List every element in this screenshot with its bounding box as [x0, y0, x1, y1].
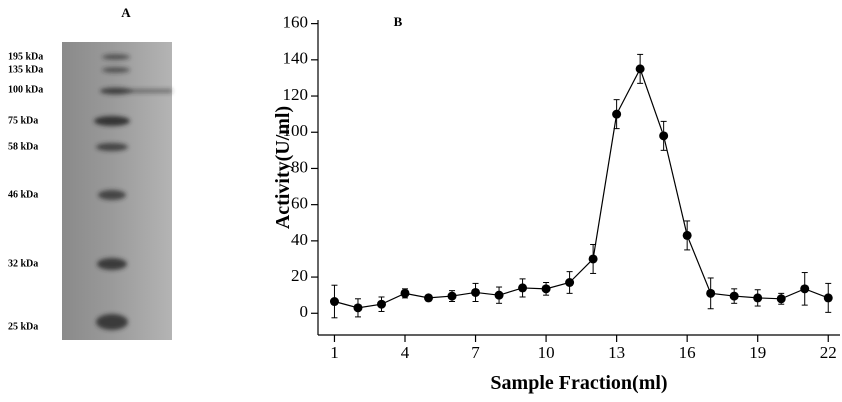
data-point — [424, 293, 433, 302]
marker-label: 75 kDa — [8, 115, 38, 126]
x-tick-label: 4 — [401, 343, 410, 362]
data-line — [334, 69, 828, 308]
marker-label: 58 kDa — [8, 141, 38, 152]
x-tick-label: 16 — [679, 343, 696, 362]
data-point — [353, 303, 362, 312]
data-point — [401, 289, 410, 298]
data-point — [730, 292, 739, 301]
gel-panel: A — [62, 5, 172, 340]
data-point — [565, 278, 574, 287]
data-point — [495, 291, 504, 300]
figure: A 195 kDa 135 kDa 100 kDa 75 kDa 58 kDa 46 kD… — [0, 0, 842, 397]
data-point — [800, 284, 809, 293]
x-tick-label: 1 — [330, 343, 339, 362]
marker-label: 195 kDa — [8, 51, 43, 62]
x-tick-label: 10 — [538, 343, 555, 362]
data-point — [777, 294, 786, 303]
data-point — [636, 64, 645, 73]
panel-label: B — [394, 14, 403, 29]
data-point — [683, 231, 692, 240]
x-tick-label: 7 — [471, 343, 480, 362]
x-tick-label: 19 — [749, 343, 766, 362]
panel-label: A — [121, 5, 131, 20]
y-axis-title: Activity(U/ml) — [272, 106, 294, 229]
data-point — [542, 284, 551, 293]
y-tick-label: 160 — [283, 13, 309, 32]
x-tick-label: 13 — [608, 343, 625, 362]
y-tick-label: 120 — [283, 85, 309, 104]
marker-label: 32 kDa — [8, 258, 38, 269]
data-point — [448, 292, 457, 301]
marker-label: 25 kDa — [8, 321, 38, 332]
marker-label: 46 kDa — [8, 189, 38, 200]
y-tick-label: 40 — [291, 230, 308, 249]
data-point — [330, 297, 339, 306]
data-point — [706, 289, 715, 298]
x-axis-title: Sample Fraction(ml) — [490, 372, 667, 394]
data-point — [471, 288, 480, 297]
data-point — [753, 293, 762, 302]
y-tick-label: 140 — [283, 49, 309, 68]
data-point — [612, 110, 621, 119]
marker-label: 100 kDa — [8, 84, 43, 95]
x-tick-label: 22 — [820, 343, 837, 362]
data-point — [377, 300, 386, 309]
data-point — [659, 131, 668, 140]
data-point — [589, 254, 598, 263]
marker-label: 135 kDa — [8, 64, 43, 75]
y-tick-label: 20 — [291, 266, 308, 285]
data-point — [824, 293, 833, 302]
data-point — [518, 283, 527, 292]
y-tick-label: 0 — [300, 302, 309, 321]
